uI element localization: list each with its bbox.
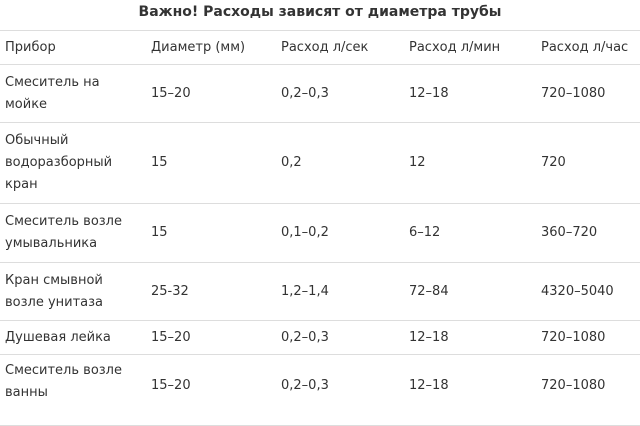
flow-per-hour-cell: 720–1080: [536, 64, 640, 123]
table-row: Душевая лейка 15–20 0,2–0,3 12–18 720–10…: [0, 320, 640, 355]
diameter-cell: 15: [146, 203, 276, 263]
diameter-cell: 15–20: [146, 64, 276, 123]
diameter-cell: 15–20: [146, 320, 276, 355]
flow-per-sec-cell: 0,2–0,3: [276, 320, 404, 355]
flow-per-hour-cell: 720–1080: [536, 320, 640, 355]
diameter-cell: 15: [146, 122, 276, 204]
flow-per-min-cell: 12: [404, 122, 536, 204]
flow-per-hour-cell: 4320–5040: [536, 262, 640, 321]
device-cell: Смеситель на мойке: [0, 64, 146, 123]
header-diameter: Диаметр (мм): [146, 30, 276, 65]
flow-per-min-cell: 12–18: [404, 354, 536, 426]
flow-per-sec-cell: 0,2: [276, 122, 404, 204]
flow-per-sec-cell: 0,2–0,3: [276, 64, 404, 123]
device-cell: Смеситель возле ванны: [0, 354, 146, 426]
flow-per-hour-cell: 720: [536, 122, 640, 204]
device-cell: Кран смывной возле унитаза: [0, 262, 146, 321]
header-row: Прибор Диаметр (мм) Расход л/сек Расход …: [0, 30, 640, 65]
flow-per-hour-cell: 360–720: [536, 203, 640, 263]
table-row: Смеситель возле умывальника 15 0,1–0,2 6…: [0, 203, 640, 263]
flow-per-min-cell: 6–12: [404, 203, 536, 263]
flow-per-min-cell: 12–18: [404, 320, 536, 355]
flow-per-hour-cell: 720–1080: [536, 354, 640, 426]
flow-per-sec-cell: 1,2–1,4: [276, 262, 404, 321]
diameter-cell: 25-32: [146, 262, 276, 321]
table-caption: Важно! Расходы зависят от диаметра трубы: [138, 4, 502, 20]
diameter-cell: 15–20: [146, 354, 276, 426]
flow-per-min-cell: 72–84: [404, 262, 536, 321]
device-cell: Смеситель возле умывальника: [0, 203, 146, 263]
header-flow-per-min: Расход л/мин: [404, 30, 536, 65]
flow-per-min-cell: 12–18: [404, 64, 536, 123]
flow-per-sec-cell: 0,2–0,3: [276, 354, 404, 426]
header-flow-per-sec: Расход л/сек: [276, 30, 404, 65]
header-device: Прибор: [0, 30, 146, 65]
device-cell: Душевая лейка: [0, 320, 146, 355]
device-cell: Обычный водоразборный кран: [0, 122, 146, 204]
water-flow-table: Прибор Диаметр (мм) Расход л/сек Расход …: [0, 30, 640, 426]
table-row: Кран смывной возле унитаза 25-32 1,2–1,4…: [0, 262, 640, 321]
header-flow-per-hour: Расход л/час: [536, 30, 640, 65]
flow-per-sec-cell: 0,1–0,2: [276, 203, 404, 263]
table-row: Смеситель возле ванны 15–20 0,2–0,3 12–1…: [0, 354, 640, 426]
table-row: Смеситель на мойке 15–20 0,2–0,3 12–18 7…: [0, 64, 640, 123]
table-row: Обычный водоразборный кран 15 0,2 12 720: [0, 122, 640, 204]
